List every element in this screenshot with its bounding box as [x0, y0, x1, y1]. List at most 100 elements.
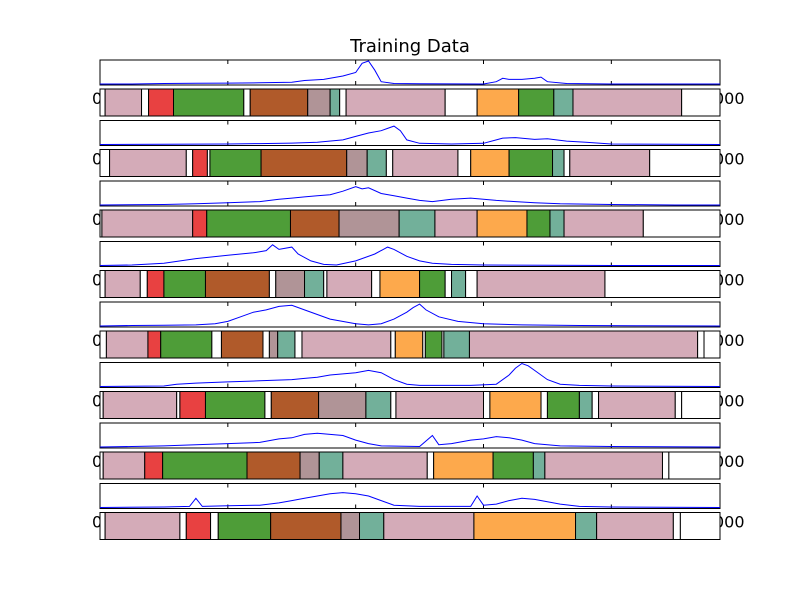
segment-bar [102, 451, 146, 480]
segment-bar [476, 209, 528, 238]
segment-bar [385, 149, 394, 177]
segment-bar [210, 512, 219, 540]
segment-bar [443, 330, 470, 359]
segment-bar [163, 270, 206, 298]
segment-bar [99, 512, 106, 540]
segment-bar [326, 270, 373, 298]
segment-bar [307, 88, 331, 117]
chart-title: Training Data [349, 36, 470, 57]
tick-label-right: 000 [714, 513, 745, 532]
segment-bar [433, 451, 494, 480]
signal-line [99, 303, 721, 327]
tick-label-left: 0 [92, 513, 102, 532]
segment-bar [596, 512, 674, 540]
segment-bar [318, 391, 367, 419]
segment-bar [518, 88, 555, 117]
signal-axes-frame [99, 241, 721, 267]
segment-bar [489, 391, 542, 419]
segment-bar [552, 149, 565, 177]
segment-bar [206, 209, 291, 238]
segment-bar [162, 451, 248, 480]
segment-bar [394, 330, 424, 359]
segment-axes-border [99, 88, 721, 117]
signal-axes-frame [99, 59, 721, 86]
segment-bar [365, 391, 392, 419]
segment-axes-border [99, 451, 721, 480]
segment-bar [339, 88, 347, 117]
signal-axes-frame [99, 301, 721, 328]
segment-axes-border [99, 209, 721, 238]
segment-bar [301, 330, 392, 359]
segment-bar [146, 270, 165, 298]
signal-line [99, 432, 721, 448]
segment-bar [243, 88, 251, 117]
segment-bar [246, 451, 301, 480]
segment-bar [192, 149, 208, 177]
segment-bar [289, 209, 340, 238]
segment-bar [359, 512, 385, 540]
segment-bar [426, 451, 435, 480]
tick-label-right: 000 [714, 392, 745, 411]
segment-bar [299, 451, 320, 480]
signal-line [99, 362, 721, 387]
segment-bar [434, 209, 478, 238]
tick-label-left: 0 [92, 210, 102, 229]
segment-bar [398, 209, 436, 238]
segment-bar [544, 451, 663, 480]
segment-bar [160, 330, 213, 359]
segment-bar [109, 149, 187, 177]
segment-bar [451, 270, 467, 298]
signal-line [99, 186, 720, 206]
segment-axes-border [99, 330, 721, 359]
segment-bar [220, 330, 264, 359]
segment-bar [444, 88, 478, 117]
segment-bar [144, 451, 164, 480]
segment-bar [264, 391, 272, 419]
segment-bar [492, 451, 534, 480]
segment-bar [342, 451, 428, 480]
tick-label-left: 0 [92, 392, 102, 411]
segment-bar [329, 88, 341, 117]
segment-bar [540, 391, 548, 419]
signal-axes-frame [99, 180, 721, 207]
segment-bar [390, 391, 397, 419]
segment-bar [444, 270, 453, 298]
segment-bar [270, 391, 320, 419]
segment-bar [104, 270, 141, 298]
signal-axes-frame [99, 120, 721, 146]
segment-axes-border [99, 391, 721, 419]
segment-bar [674, 391, 683, 419]
segment-bar [338, 209, 400, 238]
segment-bar [457, 149, 472, 177]
segment-bar [569, 149, 651, 177]
segment-bar [473, 512, 577, 540]
segment-bar [173, 88, 245, 117]
segment-bar [390, 330, 396, 359]
segment-bar [275, 270, 306, 298]
segment-bar [575, 512, 598, 540]
segment-bar [101, 209, 194, 238]
segment-bar [668, 451, 721, 480]
tick-label-right: 000 [714, 452, 745, 471]
signal-line [99, 492, 721, 508]
segment-bar [104, 88, 143, 117]
segment-bar [318, 451, 344, 480]
segment-bar [563, 149, 571, 177]
segment-bar [465, 270, 478, 298]
segment-bar [476, 270, 606, 298]
segment-bar [681, 391, 721, 419]
segment-bar [104, 512, 181, 540]
tick-label-left: 0 [92, 331, 102, 350]
signal-axes-frame [99, 422, 721, 449]
segment-bar [661, 451, 670, 480]
segment-bar [508, 149, 554, 177]
segment-bar [578, 391, 593, 419]
segment-bar [148, 88, 175, 117]
segment-bar [209, 149, 262, 177]
segment-bar [99, 149, 111, 177]
segment-bar [697, 330, 705, 359]
segment-bar [672, 512, 681, 540]
segment-bar [340, 512, 361, 540]
